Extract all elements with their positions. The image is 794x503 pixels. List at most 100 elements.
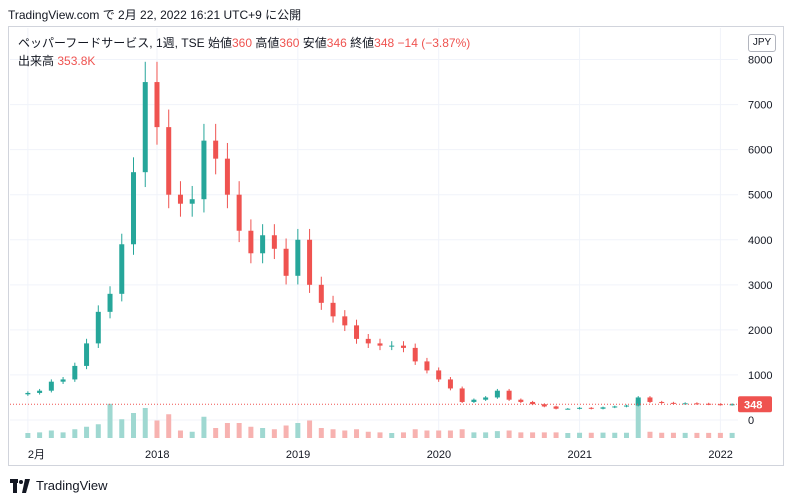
- volume-bar: [377, 432, 383, 438]
- candle-body: [706, 403, 712, 405]
- y-tick-label: 1000: [748, 370, 772, 382]
- candle-body: [177, 194, 183, 204]
- candle-body: [694, 403, 700, 405]
- volume-bar: [95, 424, 101, 438]
- candle-body: [295, 239, 301, 276]
- volume-bar: [530, 432, 536, 438]
- candle-body: [354, 325, 360, 339]
- y-tick-label: 8000: [748, 55, 772, 67]
- high-label: 高値: [255, 36, 280, 50]
- footer-brand-label: TradingView: [36, 478, 108, 493]
- volume-bar: [330, 429, 336, 438]
- symbol-label: ペッパーフードサービス, 1週, TSE: [18, 36, 205, 50]
- candle-body: [530, 401, 536, 405]
- volume-bar: [37, 432, 43, 438]
- chart-frame[interactable]: [8, 26, 784, 466]
- volume-bar: [283, 425, 289, 438]
- candle-body: [119, 244, 125, 294]
- ohlc-legend: ペッパーフードサービス, 1週, TSE 始値360 高値360 安値346 終…: [18, 34, 470, 51]
- volume-bar: [342, 430, 348, 438]
- candle-body: [670, 402, 676, 404]
- y-tick-label: 3000: [748, 280, 772, 292]
- y-tick-label: 2000: [748, 325, 772, 337]
- volume-bar: [471, 432, 477, 438]
- candle-body: [483, 397, 489, 400]
- volume-bar: [25, 433, 31, 438]
- x-tick-label: 2021: [568, 449, 592, 461]
- volume-bar: [400, 432, 406, 438]
- volume-bar: [271, 429, 277, 438]
- y-tick-label: 6000: [748, 145, 772, 157]
- volume-bar: [694, 432, 700, 438]
- candle-body: [471, 399, 477, 402]
- low-value: 346: [326, 36, 347, 50]
- volume-bar: [494, 431, 500, 438]
- volume-bar: [518, 432, 524, 438]
- volume-bar: [166, 414, 172, 438]
- candle-body: [365, 338, 371, 344]
- volume-bar: [483, 432, 489, 438]
- volume-bar: [659, 432, 665, 438]
- candle-body: [565, 408, 571, 410]
- volume-bar: [412, 429, 418, 438]
- volume-bar: [60, 432, 66, 438]
- volume-bar: [706, 432, 712, 438]
- x-tick-label: 2022: [708, 449, 732, 461]
- candle-body: [318, 284, 324, 303]
- volume-bar: [48, 430, 54, 438]
- y-tick-label: 5000: [748, 190, 772, 202]
- candle-body: [424, 361, 430, 371]
- candle-body: [37, 390, 43, 393]
- volume-bar: [459, 429, 465, 438]
- volume-bar: [647, 431, 653, 438]
- candle-body: [553, 406, 559, 409]
- volume-value: 353.8K: [57, 54, 96, 68]
- candle-body: [154, 82, 160, 128]
- volume-bar: [424, 430, 430, 438]
- published-caption: TradingView.com で 2月 22, 2022 16:21 UTC+…: [8, 8, 302, 22]
- candle-body: [201, 140, 207, 200]
- candle-body: [459, 388, 465, 402]
- volume-bar: [236, 423, 242, 438]
- candle-body: [236, 194, 242, 231]
- x-tick-label: 2月: [28, 449, 45, 461]
- volume-bar: [541, 432, 547, 438]
- x-tick-label: 2019: [286, 449, 310, 461]
- volume-label: 出来高: [18, 54, 55, 68]
- volume-bar: [224, 423, 230, 438]
- candle-body: [506, 390, 512, 400]
- candle-body: [412, 347, 418, 362]
- x-tick-label: 2020: [427, 449, 451, 461]
- candle-body: [189, 199, 195, 204]
- change-value: −14 (−3.87%): [397, 36, 471, 50]
- candle-body: [95, 311, 101, 344]
- candle-body: [729, 404, 735, 406]
- last-price-tag: [738, 396, 772, 413]
- volume-bar: [623, 432, 629, 438]
- volume-bar: [565, 433, 571, 438]
- candle-body: [84, 343, 90, 366]
- volume-bar: [612, 432, 618, 438]
- volume-bar: [354, 429, 360, 438]
- y-tick-label: 7000: [748, 100, 772, 112]
- candle-body: [635, 397, 641, 406]
- volume-bar: [189, 431, 195, 438]
- volume-bar: [119, 419, 125, 438]
- volume-bar: [295, 423, 301, 438]
- tradingview-logo-icon: [10, 478, 30, 493]
- candle-body: [330, 302, 336, 317]
- y-tick-label: 0: [748, 415, 754, 427]
- candle-body: [72, 365, 78, 380]
- volume-bar: [318, 428, 324, 438]
- footer-brand[interactable]: TradingView: [10, 478, 108, 493]
- candle-body: [60, 379, 66, 382]
- candle-body: [518, 399, 524, 402]
- volume-bar: [729, 432, 735, 438]
- volume-bar: [553, 432, 559, 438]
- candle-body: [131, 172, 137, 245]
- open-label: 始値: [207, 36, 232, 50]
- candle-body: [142, 82, 148, 173]
- candle-body: [25, 392, 31, 395]
- currency-button[interactable]: JPY: [748, 34, 776, 52]
